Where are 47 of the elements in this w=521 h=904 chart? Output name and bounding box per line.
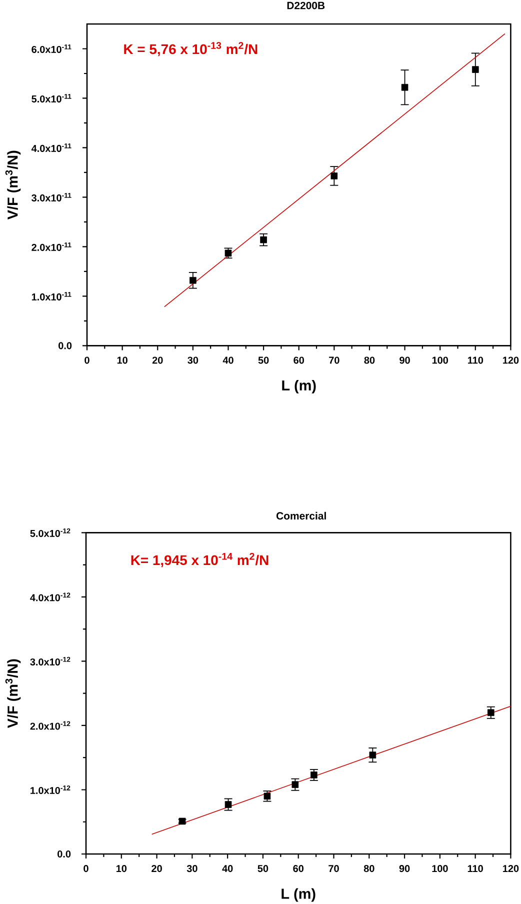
x-tick-label: 30 — [186, 865, 198, 872]
x-tick-label: 90 — [400, 356, 410, 364]
y-tick-label: 4.0x10$^{-11}$ — [31, 143, 72, 152]
x-tick-label: 10 — [117, 356, 128, 364]
y-tick-label: 4.0x10$^{-12}$ — [30, 592, 70, 602]
x-axis-title: L (m) — [282, 380, 316, 394]
y-tick-label: 2.0x10$^{-12}$ — [30, 721, 70, 730]
x-tick-label: 40 — [222, 865, 233, 872]
x-tick-label: 60 — [293, 865, 304, 872]
y-axis-title: V/F (m$^{3}$/N) — [5, 659, 21, 728]
x-tick-label: 80 — [364, 356, 375, 364]
y-tick-label: 1.0x10$^{-11}$ — [32, 292, 72, 300]
x-tick-label: 0 — [84, 865, 88, 872]
annotation: K = 5,76 x 10$^{-13}$ m$^{2}$/N — [124, 42, 258, 56]
y-tick-label: 5.0x10$^{-11}$ — [32, 94, 72, 102]
x-tick-label: 70 — [328, 865, 339, 872]
x-tick-label: 120 — [503, 356, 519, 364]
x-tick-label: 50 — [258, 865, 268, 872]
chart-title: D2200B — [287, 2, 325, 10]
x-tick-label: 60 — [294, 356, 304, 364]
y-tick-label: 6.0x10$^{-11}$ — [32, 44, 72, 53]
y-tick-label: 5.0x10$^{-12}$ — [30, 528, 70, 537]
x-tick-label: 10 — [116, 865, 127, 872]
x-tick-label: 90 — [399, 865, 410, 872]
x-tick-label: 110 — [468, 865, 483, 872]
y-tick-label: 2.0x10$^{-11}$ — [32, 242, 72, 251]
x-tick-label: 40 — [222, 356, 234, 364]
x-tick-label: 30 — [188, 356, 198, 364]
x-tick-label: 70 — [329, 356, 340, 364]
x-axis-title: L (m) — [282, 888, 316, 902]
x-tick-label: 100 — [432, 865, 448, 872]
y-tick-label: 1.0x10$^{-12}$ — [30, 785, 70, 794]
y-tick-label: 0.0 — [58, 342, 72, 350]
annotation: K= 1,945 x 10$^{-14}$ m$^{2}$/N — [131, 552, 268, 568]
y-tick-label: 3.0x10$^{-11}$ — [32, 192, 72, 202]
x-tick-label: 110 — [468, 356, 484, 364]
x-tick-label: 80 — [364, 865, 374, 872]
x-tick-label: 20 — [152, 356, 163, 364]
x-tick-label: 100 — [432, 356, 448, 364]
chart-title: Comercial — [276, 512, 326, 520]
x-tick-label: 50 — [258, 356, 269, 364]
y-tick-label: 0.0 — [58, 850, 71, 858]
y-tick-label: 3.0x10$^{-12}$ — [30, 656, 70, 666]
x-tick-label: 0 — [84, 356, 90, 364]
x-tick-label: 20 — [152, 865, 162, 872]
x-tick-label: 120 — [503, 865, 519, 872]
y-axis-title: V/F (m$^{3}$/N) — [5, 150, 21, 220]
